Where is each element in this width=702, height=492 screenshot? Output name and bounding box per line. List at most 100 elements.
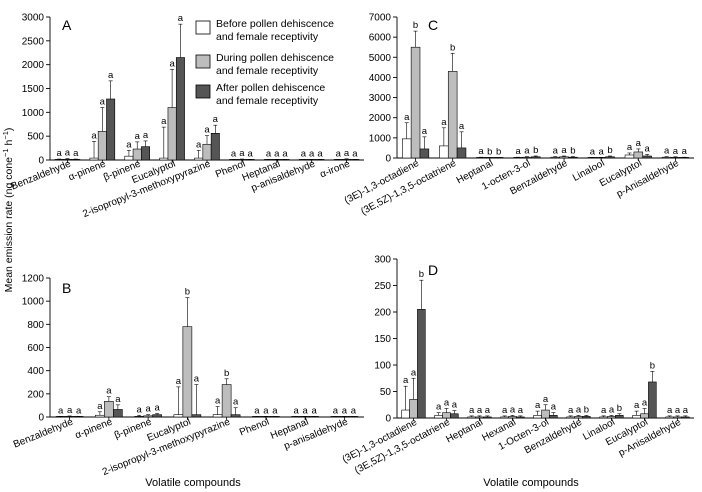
- panel-b-bar-pinene-s1: [104, 401, 114, 418]
- panel-a-letter: A: [62, 17, 72, 33]
- panel-b-bar-eucalyptol-s2: [191, 414, 202, 418]
- panel-d-bar-3e-5z-1-3-5-octatriene-s0: [434, 415, 443, 419]
- panel-c-sig-letter: b: [533, 145, 538, 156]
- panel-c-sig-letter: a: [599, 146, 605, 157]
- panel-b-sig-letter: a: [136, 404, 142, 415]
- panel-d-bar-3e-1-3-octadiene-s0: [401, 409, 410, 419]
- panel-b-bar-pinene-s0: [134, 416, 144, 418]
- panel-d-sig-letter: a: [642, 397, 648, 408]
- panel-a-sig-letter: a: [91, 130, 97, 141]
- panel-a-y-tick-label: 0: [38, 156, 44, 167]
- panel-a-bar-pinene-s2: [141, 146, 150, 161]
- panel-d-bar-hexanal-s2: [516, 416, 525, 419]
- panel-d-bar-3e-1-3-octadiene-s2: [417, 309, 426, 419]
- panel-b-bar-pinene-s2: [113, 409, 123, 418]
- panel-d-bar-heptanal-s2: [483, 416, 492, 419]
- panel-b-y-tick-label: 400: [27, 366, 44, 377]
- panel-d-y-tick-label: 100: [374, 361, 391, 372]
- legend-label-before-line2: and female receptivity: [216, 31, 319, 43]
- panel-c-y-tick-label: 2000: [369, 113, 392, 124]
- panel-b-sig-letter: b: [185, 287, 190, 298]
- panel-a-sig-letter: a: [274, 148, 280, 159]
- panel-b-sig-letter: a: [58, 405, 64, 416]
- panel-a-sig-letter: a: [266, 149, 272, 160]
- panel-d-sig-letter: a: [518, 405, 524, 416]
- panel-b-sig-letter: a: [351, 406, 357, 417]
- panel-d-sig-letter: a: [477, 405, 483, 416]
- panel-c-sig-letter: a: [553, 146, 559, 157]
- panel-c-sig-letter: a: [664, 146, 670, 157]
- panel-b-sig-letter: a: [311, 406, 317, 417]
- panel-c-y-tick-label: 6000: [369, 33, 392, 44]
- panel-a-sig-letter: a: [204, 125, 210, 136]
- panel-c-sig-letter: a: [590, 146, 596, 157]
- panel-c-bar-linalool-s2: [605, 156, 615, 159]
- panel-d-sig-letter: b: [650, 360, 655, 371]
- panel-c-y-tick-label: 3000: [369, 93, 392, 104]
- panel-c-bar-3e-1-3-octadiene-s1: [410, 46, 421, 159]
- panel-b-sig-letter: a: [194, 374, 200, 385]
- panel-c-bar-eucalyptol-s2: [642, 155, 652, 159]
- panel-a-bar-2-isopropyl-3-methoxypyrazine-s2: [210, 133, 220, 161]
- panel-a-y-tick-label: 3000: [22, 13, 45, 24]
- panel-b-sig-letter: a: [76, 405, 82, 416]
- panel-c-bar-3e-5z-1-3-5-octatriene-s0: [439, 145, 449, 159]
- panel-b-y-tick-label: 600: [27, 343, 44, 354]
- panel-a-bar-eucalyptol-s1: [167, 107, 177, 161]
- panel-c-bar-eucalyptol-s0: [624, 154, 635, 159]
- panel-c-bar-benzaldehyde-s0: [550, 156, 560, 159]
- panel-c-sig-letter: a: [459, 121, 465, 132]
- panel-b-sig-letter: a: [215, 396, 221, 407]
- panel-c-sig-letter: b: [607, 145, 612, 156]
- panel-b-y-tick-label: 1200: [22, 274, 45, 285]
- panel-c-sig-letter: a: [524, 146, 530, 157]
- panel-a-sig-letter: a: [169, 58, 175, 69]
- panel-d-bar-p-anisaldehyde-s2: [681, 416, 690, 419]
- panel-a-sig-letter: a: [178, 13, 184, 24]
- panel-d-sig-letter: a: [609, 404, 615, 415]
- panel-a-sig-letter: a: [108, 70, 114, 81]
- panel-c-bar-3e-5z-1-3-5-octatriene-s2: [456, 147, 467, 159]
- panel-a-sig-letter: a: [196, 139, 202, 150]
- panel-c-bar-eucalyptol-s1: [633, 151, 644, 159]
- legend-swatch-during: [195, 54, 211, 69]
- panel-d-sig-letter: a: [683, 405, 689, 416]
- panel-d-bar-heptanal-s0: [467, 416, 476, 419]
- panel-c-sig-letter: a: [682, 146, 688, 157]
- panel-d-y-tick-label: 50: [380, 387, 392, 398]
- panel-b-bar-2-isopropyl-3-methoxypyrazine-s1: [221, 384, 232, 418]
- panel-b-category-label: Phenol: [238, 417, 271, 439]
- panel-a-sig-letter: a: [231, 149, 237, 160]
- legend-label-before-line1: Before pollen dehiscence: [216, 18, 334, 30]
- panel-b-sig-letter: a: [293, 406, 299, 417]
- panel-b-sig-letter: a: [97, 401, 103, 412]
- panel-c-y-tick-label: 0: [385, 154, 391, 165]
- panel-b-category-label: α-pinene: [74, 416, 115, 441]
- panel-a-sig-letter: a: [56, 148, 62, 159]
- panel-b-sig-letter: a: [233, 397, 239, 408]
- panel-c-y-tick-label: 4000: [369, 73, 392, 84]
- panel-c-sig-letter: b: [570, 146, 575, 157]
- panel-c-letter: C: [428, 17, 438, 33]
- panel-c-sig-letter: a: [645, 143, 651, 154]
- panel-b-letter: B: [62, 280, 71, 296]
- panel-d-sig-letter: a: [634, 400, 640, 411]
- panel-b-sig-letter: a: [145, 404, 151, 415]
- x-axis-title-left: Volatile compounds: [145, 477, 241, 489]
- panel-b-y-tick-label: 200: [27, 389, 44, 400]
- y-axis-title: Mean emission rate (ng cone−1 h−1): [1, 128, 15, 293]
- panel-d-bar-1-octen-3-ol-s2: [549, 415, 558, 419]
- panel-d-sig-letter: a: [576, 404, 582, 415]
- legend-label-during-line2: and female receptivity: [216, 65, 319, 77]
- panel-d-sig-letter: a: [543, 394, 549, 405]
- panel-d-bar-hexanal-s0: [500, 416, 509, 419]
- panel-d-sig-letter: a: [667, 405, 673, 416]
- panel-c-bar-benzaldehyde-s2: [568, 156, 578, 159]
- panel-b-sig-letter: a: [263, 405, 269, 416]
- panel-b-sig-letter: a: [67, 405, 73, 416]
- panel-d-bar-p-anisaldehyde-s0: [665, 416, 674, 419]
- panel-d-sig-letter: a: [411, 367, 417, 378]
